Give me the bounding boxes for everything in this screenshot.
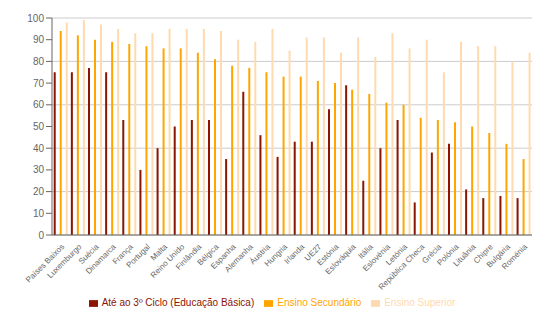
svg-text:Letónia: Letónia: [384, 242, 410, 268]
svg-text:Irlanda: Irlanda: [283, 242, 307, 266]
svg-text:80: 80: [33, 56, 45, 67]
svg-text:30: 30: [33, 164, 45, 175]
svg-text:Estónia: Estónia: [315, 242, 341, 268]
svg-text:Suécia: Suécia: [76, 242, 101, 266]
svg-text:Países Baixos: Países Baixos: [24, 242, 67, 285]
svg-text:Alemanha: Alemanha: [223, 242, 255, 275]
svg-text:Bélgica: Bélgica: [195, 242, 221, 268]
svg-text:República Checa: República Checa: [377, 242, 427, 292]
svg-text:Hungria: Hungria: [263, 242, 290, 269]
svg-text:UE27: UE27: [302, 242, 324, 263]
svg-text:Lituânia: Lituânia: [451, 242, 478, 269]
svg-text:0: 0: [38, 230, 44, 241]
svg-text:10: 10: [33, 208, 45, 219]
svg-text:40: 40: [33, 143, 45, 154]
svg-text:França: França: [110, 242, 135, 267]
svg-text:Dinamarca: Dinamarca: [83, 242, 118, 276]
svg-text:100: 100: [27, 13, 44, 24]
svg-text:Luxemburgo: Luxemburgo: [45, 242, 84, 281]
html-text:Ensino Superior: Ensino Superior: [384, 297, 456, 308]
svg-text:Áustria: Áustria: [248, 242, 272, 267]
svg-text:Eslovénia: Eslovénia: [361, 242, 392, 274]
svg-text:60: 60: [33, 99, 45, 110]
svg-text:Itália: Itália: [356, 242, 375, 261]
html-text:Até ao 3º Ciclo (Educação Bási: Até ao 3º Ciclo (Educação Básica): [101, 297, 255, 308]
svg-text:Malta: Malta: [148, 242, 170, 263]
svg-text:50: 50: [33, 121, 45, 132]
svg-text:Bulgária: Bulgária: [484, 242, 512, 270]
svg-text:Reino Unido: Reino Unido: [148, 242, 187, 280]
svg-text:Polónia: Polónia: [435, 242, 461, 268]
svg-text:90: 90: [33, 34, 45, 45]
svg-text:Espanha: Espanha: [209, 242, 238, 271]
svg-text:Roménia: Roménia: [500, 242, 529, 271]
svg-text:70: 70: [33, 78, 45, 89]
svg-text:Finlândia: Finlândia: [174, 242, 204, 272]
svg-text:Eslováquia: Eslováquia: [324, 242, 358, 276]
svg-text:Grécia: Grécia: [420, 242, 444, 266]
svg-text:Chipre: Chipre: [471, 242, 495, 266]
svg-text:Portugal: Portugal: [124, 242, 152, 270]
svg-text:20: 20: [33, 186, 45, 197]
html-text:Ensino Secundário: Ensino Secundário: [277, 297, 362, 308]
